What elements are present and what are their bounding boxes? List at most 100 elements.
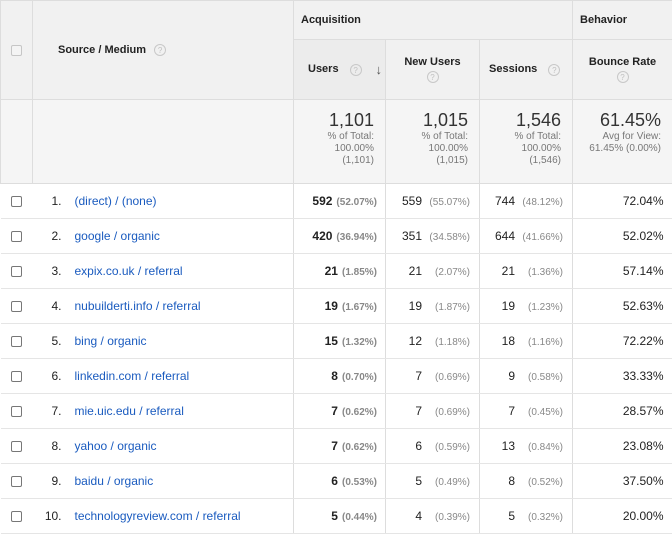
help-icon[interactable]: ? [616, 71, 629, 84]
new-users-value: 4 [415, 509, 422, 523]
table-row: 3. expix.co.uk / referral 21 (1.85%) 21 (2.07… [0, 253, 672, 289]
source-cell: 5. bing / organic [32, 323, 294, 359]
column-header-users[interactable]: Users ? ↓ [293, 39, 386, 100]
row-checkbox[interactable] [11, 301, 22, 313]
new-users-cell: 19 (1.87%) [385, 288, 480, 324]
row-checkbox[interactable] [11, 371, 22, 383]
sessions-cell: 18 (1.16%) [478, 323, 573, 359]
row-select-cell [0, 288, 33, 324]
row-select-cell [0, 358, 33, 394]
dimension-header-label: Source / Medium [58, 43, 147, 56]
dimension-header[interactable]: Source / Medium ? [32, 0, 294, 100]
sessions-value: 5 [508, 509, 515, 523]
users-value: 7 [331, 404, 338, 418]
new-users-percent: (0.39%) [434, 512, 470, 523]
help-icon[interactable]: ? [154, 44, 167, 57]
row-index: 3. [51, 264, 62, 278]
row-checkbox[interactable] [11, 336, 22, 348]
source-cell: 2. google / organic [32, 218, 294, 254]
group-behavior: Behavior [572, 0, 672, 40]
totals-bounce-rate-value: 61.45% [599, 110, 662, 130]
source-medium-link[interactable]: baidu / organic [74, 474, 154, 488]
sessions-percent: (0.45%) [527, 407, 563, 418]
row-checkbox[interactable] [11, 511, 22, 523]
table-body: 1. (direct) / (none) 592 (52.07%) 559 (55.07%… [0, 183, 672, 534]
users-cell: 592 (52.07%) [293, 183, 386, 219]
row-index: 9. [51, 474, 62, 488]
source-medium-link[interactable]: expix.co.uk / referral [74, 264, 183, 278]
group-acquisition: Acquisition [292, 0, 574, 40]
source-medium-link[interactable]: mie.uic.edu / referral [74, 404, 184, 418]
row-index: 10. [44, 509, 62, 523]
users-percent: (0.53%) [341, 477, 377, 488]
sessions-value: 8 [508, 474, 515, 488]
totals-sessions-line3: (1,546) [529, 155, 562, 166]
help-icon[interactable]: ? [349, 63, 362, 76]
source-medium-link[interactable]: nubuilderti.info / referral [74, 299, 201, 313]
new-users-value: 19 [408, 299, 422, 313]
users-value: 8 [331, 369, 338, 383]
select-all-checkbox[interactable] [11, 44, 22, 56]
new-users-value: 21 [408, 264, 422, 278]
users-cell: 21 (1.85%) [293, 253, 386, 289]
sessions-percent: (1.16%) [527, 337, 563, 348]
new-users-cell: 7 (0.69%) [385, 393, 480, 429]
totals-sessions-line1: % of Total: [514, 131, 562, 142]
table-row: 9. baidu / organic 6 (0.53%) 5 (0.49%) 8 (0.52%… [0, 463, 672, 499]
row-checkbox[interactable] [11, 476, 22, 488]
row-index: 7. [51, 404, 62, 418]
sessions-value: 18 [501, 334, 515, 348]
help-icon[interactable]: ? [548, 63, 561, 76]
sessions-header-label: Sessions [489, 63, 538, 76]
totals-bounce-rate-line1: Avg for View: [602, 131, 662, 142]
row-checkbox[interactable] [11, 266, 22, 278]
source-medium-link[interactable]: yahoo / organic [74, 439, 157, 453]
row-index: 1. [51, 194, 62, 208]
source-medium-link[interactable]: technologyreview.com / referral [74, 509, 241, 523]
sort-descending-icon[interactable]: ↓ [375, 62, 383, 77]
row-checkbox[interactable] [11, 441, 22, 453]
row-checkbox[interactable] [11, 406, 22, 418]
source-medium-link[interactable]: bing / organic [74, 334, 147, 348]
bounce-rate-cell: 52.02% [572, 218, 672, 254]
row-index: 8. [51, 439, 62, 453]
group-behavior-label: Behavior [580, 14, 628, 26]
row-index: 5. [51, 334, 62, 348]
sessions-cell: 644 (41.66%) [478, 218, 573, 254]
source-medium-link[interactable]: (direct) / (none) [74, 194, 157, 208]
column-header-new-users[interactable]: New Users ? [385, 39, 480, 100]
bounce-rate-value: 20.00% [622, 509, 664, 523]
bounce-rate-cell: 23.08% [572, 428, 672, 464]
new-users-cell: 6 (0.59%) [385, 428, 480, 464]
users-header-label: Users [308, 63, 339, 76]
users-cell: 5 (0.44%) [293, 498, 386, 534]
source-medium-link[interactable]: google / organic [74, 229, 160, 243]
totals-sessions: 1,546 % of Total: 100.00% (1,546) [478, 99, 574, 184]
bounce-rate-value: 57.14% [622, 264, 664, 278]
sessions-cell: 5 (0.32%) [478, 498, 573, 534]
users-cell: 8 (0.70%) [293, 358, 386, 394]
column-header-bounce-rate[interactable]: Bounce Rate ? [572, 39, 672, 100]
source-cell: 4. nubuilderti.info / referral [32, 288, 294, 324]
row-index: 4. [51, 299, 62, 313]
column-header-sessions[interactable]: Sessions ? [478, 39, 574, 100]
sessions-percent: (0.84%) [527, 442, 563, 453]
row-select-cell [0, 253, 33, 289]
row-checkbox[interactable] [11, 231, 22, 243]
row-select-cell [0, 393, 33, 429]
row-checkbox[interactable] [11, 196, 22, 208]
help-icon[interactable]: ? [426, 71, 439, 84]
group-acquisition-label: Acquisition [301, 14, 361, 26]
table-row: 7. mie.uic.edu / referral 7 (0.62%) 7 (0.69%)… [0, 393, 672, 429]
new-users-header-label: New Users [404, 55, 461, 68]
totals-new-users-line3: (1,015) [436, 155, 468, 166]
totals-empty-cell [0, 99, 33, 184]
new-users-value: 5 [415, 474, 422, 488]
source-medium-link[interactable]: linkedin.com / referral [74, 369, 190, 383]
users-cell: 420 (36.94%) [293, 218, 386, 254]
new-users-percent: (0.69%) [434, 407, 470, 418]
new-users-cell: 5 (0.49%) [385, 463, 480, 499]
sessions-cell: 21 (1.36%) [478, 253, 573, 289]
table-row: 5. bing / organic 15 (1.32%) 12 (1.18%) 18 (1.1… [0, 323, 672, 359]
select-all-cell [0, 0, 33, 100]
